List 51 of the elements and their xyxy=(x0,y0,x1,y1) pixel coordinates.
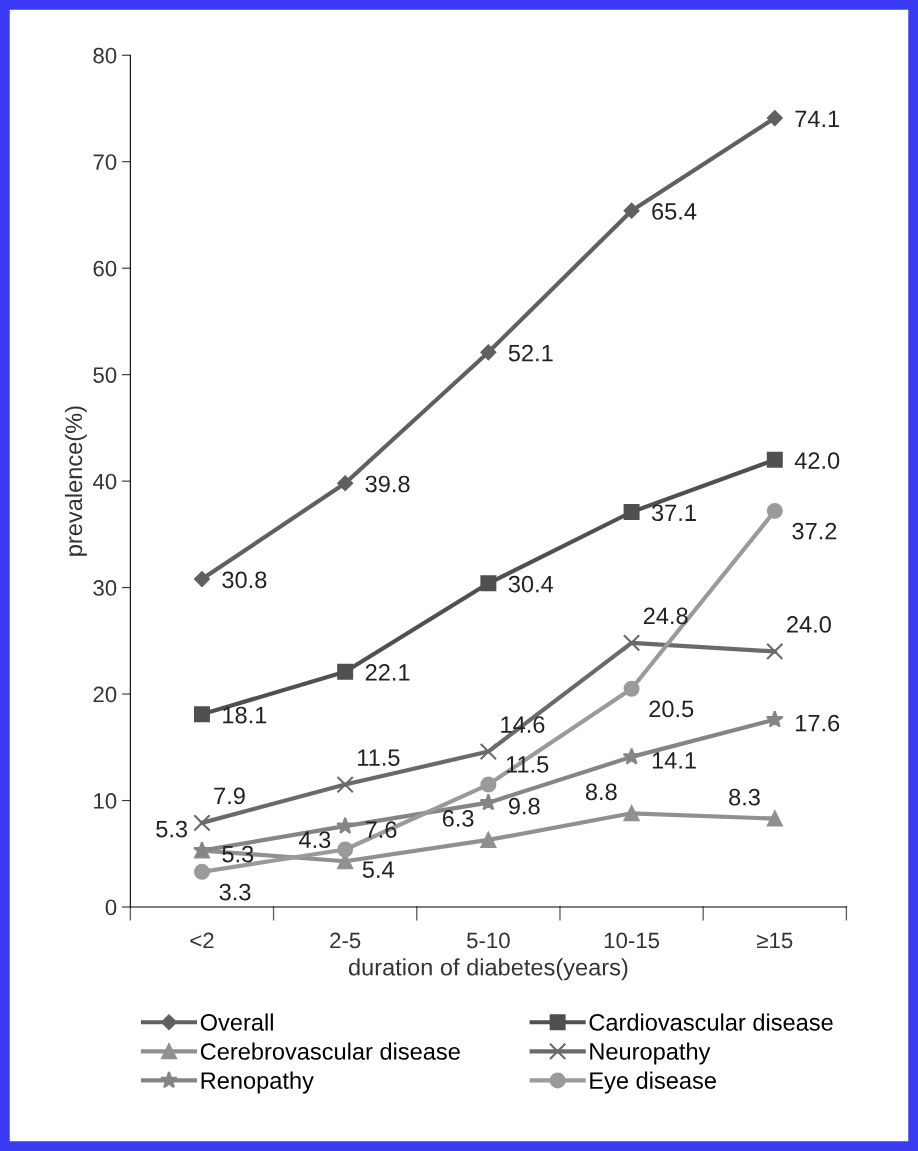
y-tick-label: 0 xyxy=(105,899,117,916)
data-label: 37.1 xyxy=(651,504,696,522)
y-tick-label: 70 xyxy=(93,154,117,170)
data-label: 9.8 xyxy=(508,797,540,815)
legend-label: Renopathy xyxy=(201,1071,314,1094)
data-label: 18.1 xyxy=(223,706,267,724)
legend-label: Eye disease xyxy=(590,1071,716,1094)
x-tick-label: <2 xyxy=(190,932,214,949)
data-label: 17.6 xyxy=(796,714,840,732)
data-label: 20.5 xyxy=(649,700,694,718)
y-tick-label: 10 xyxy=(94,793,117,809)
x-tick-label: ≥15 xyxy=(757,932,793,949)
data-label: 14.1 xyxy=(652,752,696,769)
legend-label: Cerebrovascular disease xyxy=(200,1042,460,1060)
data-label: 5.3 xyxy=(222,845,254,863)
data-label: 7.9 xyxy=(214,787,245,805)
y-tick-label: 80 xyxy=(93,47,117,64)
data-label: 74.1 xyxy=(795,110,840,127)
y-tick-label: 50 xyxy=(93,367,117,383)
legend-label: Overall xyxy=(200,1013,273,1031)
data-label: 6.3 xyxy=(442,810,474,827)
y-axis-title: prevalence(%) xyxy=(64,406,87,556)
data-label: 7.6 xyxy=(365,821,397,838)
data-label: 5.4 xyxy=(362,861,394,879)
data-label: 24.8 xyxy=(643,607,688,625)
data-label: 52.1 xyxy=(508,344,553,362)
data-label: 4.3 xyxy=(299,831,331,849)
legend-label: Cardiovascular disease xyxy=(589,1013,833,1031)
data-label: 8.3 xyxy=(729,788,760,806)
data-label: 3.3 xyxy=(219,883,251,901)
data-label: 11.5 xyxy=(358,749,400,766)
y-tick-label: 60 xyxy=(93,260,117,277)
data-label: 24.0 xyxy=(787,616,831,633)
data-label: 39.8 xyxy=(365,475,410,493)
y-tick-label: 20 xyxy=(93,686,117,703)
data-label: 65.4 xyxy=(652,203,697,220)
y-tick-label: 40 xyxy=(92,473,117,490)
legend-label: Neuropathy xyxy=(590,1042,711,1065)
data-label: 5.3 xyxy=(156,820,188,838)
data-label: 42.0 xyxy=(794,452,840,469)
data-label: 22.1 xyxy=(365,664,410,681)
x-tick-label: 5-10 xyxy=(467,932,510,949)
data-label: 30.8 xyxy=(222,571,267,589)
x-axis-title: duration of diabetes(years) xyxy=(348,958,628,981)
x-tick-label: 10-15 xyxy=(604,932,660,949)
data-label: 30.4 xyxy=(508,575,554,593)
data-label: 8.8 xyxy=(585,783,617,801)
data-label: 11.5 xyxy=(506,756,549,773)
y-tick-label: 30 xyxy=(93,580,117,596)
data-label: 37.2 xyxy=(792,522,837,540)
x-tick-label: 2-5 xyxy=(330,932,361,949)
